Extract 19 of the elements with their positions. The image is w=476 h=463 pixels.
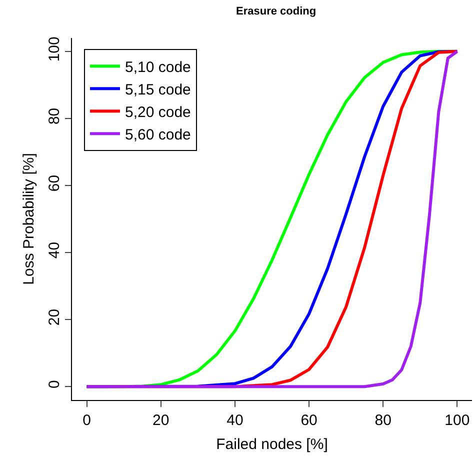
y-tick-label: 80 [46, 108, 63, 125]
y-tick-label: 40 [46, 242, 63, 259]
x-tick-label: 0 [82, 412, 91, 429]
y-tick-label: 0 [46, 380, 63, 389]
y-tick-label: 60 [46, 174, 63, 192]
chart-title: Erasure coding [236, 6, 316, 18]
y-axis-title: Loss Probability [%] [20, 153, 38, 285]
x-tick-label: 100 [444, 412, 470, 429]
legend-label: 5,15 code [125, 81, 191, 98]
x-tick-label: 40 [226, 412, 244, 429]
x-axis-title: Failed nodes [%] [216, 436, 328, 453]
y-tick-label: 100 [46, 36, 63, 62]
x-tick-label: 80 [374, 412, 392, 429]
x-tick-label: 20 [152, 412, 170, 429]
legend-label: 5,10 code [125, 58, 191, 76]
legend-label: 5,20 code [125, 104, 191, 121]
y-tick-label: 20 [46, 308, 63, 326]
legend-label: 5,60 code [125, 126, 191, 144]
x-tick-label: 60 [300, 412, 318, 429]
